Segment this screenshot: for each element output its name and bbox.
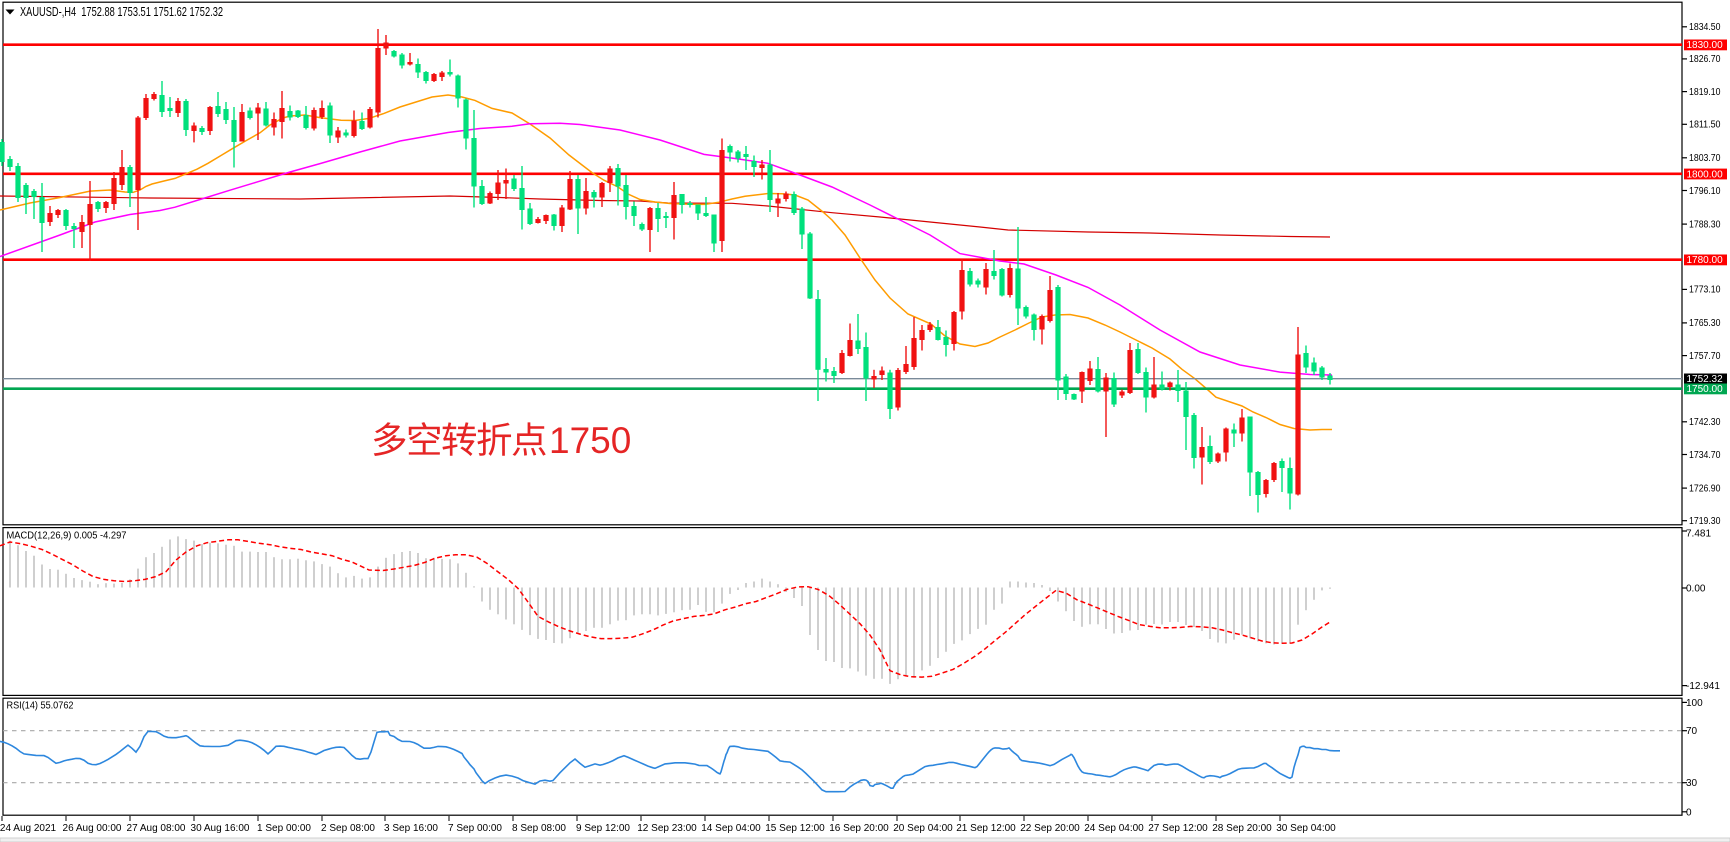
svg-text:1752.32: 1752.32 — [1687, 374, 1724, 385]
svg-text:1750.00: 1750.00 — [1687, 384, 1724, 395]
svg-text:1830.00: 1830.00 — [1687, 40, 1724, 51]
svg-text:1773.10: 1773.10 — [1689, 285, 1721, 296]
svg-text:8 Sep 08:00: 8 Sep 08:00 — [512, 823, 566, 834]
svg-text:26 Aug 00:00: 26 Aug 00:00 — [63, 823, 122, 834]
svg-text:1819.10: 1819.10 — [1689, 87, 1721, 98]
svg-text:MACD(12,26,9) 0.005 -4.297: MACD(12,26,9) 0.005 -4.297 — [7, 531, 127, 542]
svg-text:20 Sep 04:00: 20 Sep 04:00 — [893, 823, 953, 834]
svg-text:-12.941: -12.941 — [1686, 681, 1720, 692]
svg-text:2 Sep 08:00: 2 Sep 08:00 — [321, 823, 375, 834]
svg-text:21 Sep 12:00: 21 Sep 12:00 — [956, 823, 1016, 834]
svg-text:30: 30 — [1686, 778, 1698, 789]
svg-text:1803.70: 1803.70 — [1689, 153, 1721, 164]
svg-text:30 Sep 04:00: 30 Sep 04:00 — [1276, 823, 1336, 834]
svg-text:1 Sep 00:00: 1 Sep 00:00 — [257, 823, 311, 834]
svg-text:0: 0 — [1686, 807, 1692, 818]
svg-text:12 Sep 23:00: 12 Sep 23:00 — [637, 823, 697, 834]
svg-text:28 Sep 20:00: 28 Sep 20:00 — [1212, 823, 1272, 834]
svg-text:0.00: 0.00 — [1686, 584, 1706, 595]
svg-text:1811.50: 1811.50 — [1689, 120, 1721, 131]
svg-text:1750: 1750 — [549, 420, 631, 461]
svg-text:1826.70: 1826.70 — [1689, 54, 1721, 65]
svg-text:3 Sep 16:00: 3 Sep 16:00 — [384, 823, 438, 834]
svg-text:1757.70: 1757.70 — [1689, 351, 1721, 362]
svg-text:15 Sep 12:00: 15 Sep 12:00 — [765, 823, 825, 834]
svg-text:9 Sep 12:00: 9 Sep 12:00 — [576, 823, 630, 834]
svg-text:14 Sep 04:00: 14 Sep 04:00 — [701, 823, 761, 834]
svg-text:XAUUSD-,H4 1752.88 1753.51 17: XAUUSD-,H4 1752.88 1753.51 1751.62 1752.… — [20, 5, 223, 19]
svg-text:1726.90: 1726.90 — [1689, 483, 1721, 494]
svg-text:16 Sep 20:00: 16 Sep 20:00 — [829, 823, 889, 834]
svg-text:27 Aug 08:00: 27 Aug 08:00 — [127, 823, 186, 834]
svg-text:1788.30: 1788.30 — [1689, 219, 1721, 230]
svg-text:100: 100 — [1686, 698, 1703, 709]
svg-text:24 Aug 2021: 24 Aug 2021 — [0, 823, 57, 834]
svg-text:7.481: 7.481 — [1686, 529, 1711, 540]
svg-text:1834.50: 1834.50 — [1689, 22, 1721, 33]
svg-text:7 Sep 00:00: 7 Sep 00:00 — [448, 823, 502, 834]
svg-text:1800.00: 1800.00 — [1687, 169, 1724, 180]
svg-text:RSI(14) 55.0762: RSI(14) 55.0762 — [7, 701, 74, 712]
svg-text:22 Sep 20:00: 22 Sep 20:00 — [1020, 823, 1080, 834]
svg-text:24 Sep 04:00: 24 Sep 04:00 — [1084, 823, 1144, 834]
svg-text:1742.30: 1742.30 — [1689, 417, 1721, 428]
svg-text:1796.10: 1796.10 — [1689, 186, 1721, 197]
svg-text:1780.00: 1780.00 — [1687, 255, 1724, 266]
svg-text:27 Sep 12:00: 27 Sep 12:00 — [1148, 823, 1208, 834]
svg-text:1765.30: 1765.30 — [1689, 318, 1721, 329]
svg-text:1734.70: 1734.70 — [1689, 450, 1721, 461]
svg-text:1719.30: 1719.30 — [1689, 516, 1721, 527]
svg-text:70: 70 — [1686, 726, 1698, 737]
svg-text:30 Aug 16:00: 30 Aug 16:00 — [191, 823, 250, 834]
